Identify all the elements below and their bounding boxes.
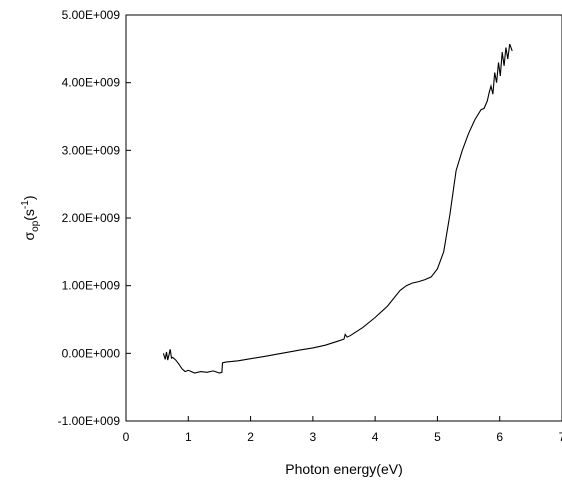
y-tick-label: 1.00E+009 [62,279,121,293]
x-tick-label: 2 [247,430,254,444]
y-tick-label: 5.00E+009 [62,8,121,22]
y-tick-label: 3.00E+009 [62,143,121,157]
y-axis-label-main: σ [21,232,37,241]
x-axis-ticks: 0 1 2 3 4 5 6 7 [123,416,562,444]
x-tick-label: 7 [559,430,562,444]
x-tick-label: 5 [434,430,441,444]
y-axis-label-sub: op [30,220,41,232]
x-tick-label: 0 [123,430,130,444]
y-axis-ticks: -1.00E+009 0.00E+000 1.00E+009 2.00E+009 3.0… [58,8,131,428]
y-axis-label: σop(s-1) [20,195,41,240]
series-line [162,43,513,374]
y-tick-label: 4.00E+009 [62,76,121,90]
y-axis-label-paren-open: (s [21,209,37,221]
x-tick-label: 4 [372,430,379,444]
x-axis-label: Photon energy(eV) [285,461,403,477]
x-tick-label: 3 [310,430,317,444]
y-tick-label: 0.00E+000 [62,346,121,360]
x-tick-label: 1 [185,430,192,444]
y-tick-label: 2.00E+009 [62,211,121,225]
x-tick-label: 6 [496,430,503,444]
plot-frame [125,14,562,422]
y-tick-label: -1.00E+009 [58,414,121,428]
y-axis-label-paren-close: ) [21,195,37,200]
y-axis-label-sup: -1 [20,200,31,209]
